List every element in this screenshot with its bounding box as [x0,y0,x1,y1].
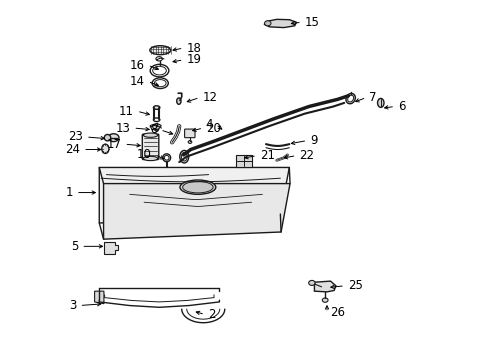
Polygon shape [150,123,161,130]
Text: 1: 1 [65,186,73,199]
Text: 21: 21 [260,149,274,162]
Ellipse shape [143,156,158,161]
Text: 13: 13 [115,122,130,135]
Polygon shape [99,167,289,223]
Text: 4: 4 [205,118,212,131]
Polygon shape [264,19,296,28]
Ellipse shape [377,98,383,107]
Text: 15: 15 [304,16,319,29]
Polygon shape [104,242,118,253]
Text: 3: 3 [69,299,77,312]
Text: 6: 6 [397,100,405,113]
Text: 24: 24 [65,143,80,156]
Text: 8: 8 [150,123,157,136]
Ellipse shape [104,134,110,141]
Text: 10: 10 [137,148,152,161]
Text: 22: 22 [299,149,314,162]
Ellipse shape [347,95,353,102]
Ellipse shape [180,150,188,163]
Text: 16: 16 [129,59,144,72]
Ellipse shape [154,125,159,131]
FancyBboxPatch shape [142,134,159,159]
Text: 20: 20 [206,122,221,135]
Ellipse shape [182,181,213,193]
Ellipse shape [153,106,160,109]
FancyBboxPatch shape [184,129,195,138]
Text: 12: 12 [202,91,217,104]
Text: 2: 2 [207,308,215,321]
FancyBboxPatch shape [235,155,252,167]
Text: 18: 18 [186,41,201,54]
Text: 14: 14 [129,75,144,88]
Text: 9: 9 [309,134,317,147]
Ellipse shape [180,180,215,194]
Polygon shape [314,281,335,292]
Ellipse shape [181,152,187,161]
Text: 26: 26 [329,306,344,319]
Text: 5: 5 [71,240,78,253]
Text: 23: 23 [68,130,83,144]
Polygon shape [94,291,104,304]
Polygon shape [103,184,289,239]
Text: 7: 7 [368,91,376,104]
Ellipse shape [108,134,119,141]
Ellipse shape [308,280,314,285]
Ellipse shape [345,94,355,104]
Ellipse shape [102,144,109,153]
Ellipse shape [188,140,191,143]
Ellipse shape [164,156,169,160]
Ellipse shape [176,98,181,104]
Ellipse shape [143,133,158,137]
Ellipse shape [264,21,270,26]
Text: 25: 25 [347,279,362,292]
Text: 17: 17 [106,138,121,150]
Text: 19: 19 [186,53,201,66]
Ellipse shape [322,298,327,302]
Text: 11: 11 [119,105,134,118]
Ellipse shape [149,46,170,55]
Ellipse shape [163,154,170,162]
